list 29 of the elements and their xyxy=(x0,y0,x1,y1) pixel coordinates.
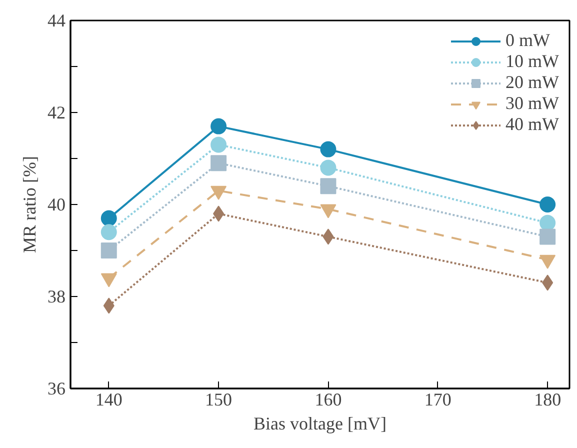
point xyxy=(540,228,556,245)
x-tick-label: 160 xyxy=(314,390,342,410)
legend-label: 20 mW xyxy=(506,72,559,93)
y-tick-label: 36 xyxy=(48,378,66,398)
point xyxy=(210,155,227,172)
x-axis-title: Bias voltage [mV] xyxy=(254,414,386,434)
legend-label: 40 mW xyxy=(506,114,559,135)
legend-label: 0 mW xyxy=(506,30,550,51)
y-tick-label: 42 xyxy=(48,102,66,122)
point xyxy=(320,141,336,158)
y-tick-label: 44 xyxy=(48,10,66,30)
legend-label: 30 mW xyxy=(506,93,559,114)
y-tick-label: 40 xyxy=(48,194,66,214)
point xyxy=(100,242,117,258)
point xyxy=(320,178,336,194)
point xyxy=(100,210,117,226)
point xyxy=(540,196,556,212)
x-tick-label: 170 xyxy=(424,390,452,410)
point xyxy=(210,136,227,153)
point xyxy=(540,214,556,231)
y-axis-title: MR ratio [%] xyxy=(20,156,40,253)
point xyxy=(320,160,336,176)
point xyxy=(100,224,117,240)
x-tick-label: 150 xyxy=(205,390,232,410)
x-tick-label: 140 xyxy=(95,390,122,410)
legend-label: 10 mW xyxy=(506,51,559,72)
point xyxy=(210,118,227,134)
x-tick-label: 180 xyxy=(534,390,562,410)
y-tick-label: 38 xyxy=(48,286,66,306)
